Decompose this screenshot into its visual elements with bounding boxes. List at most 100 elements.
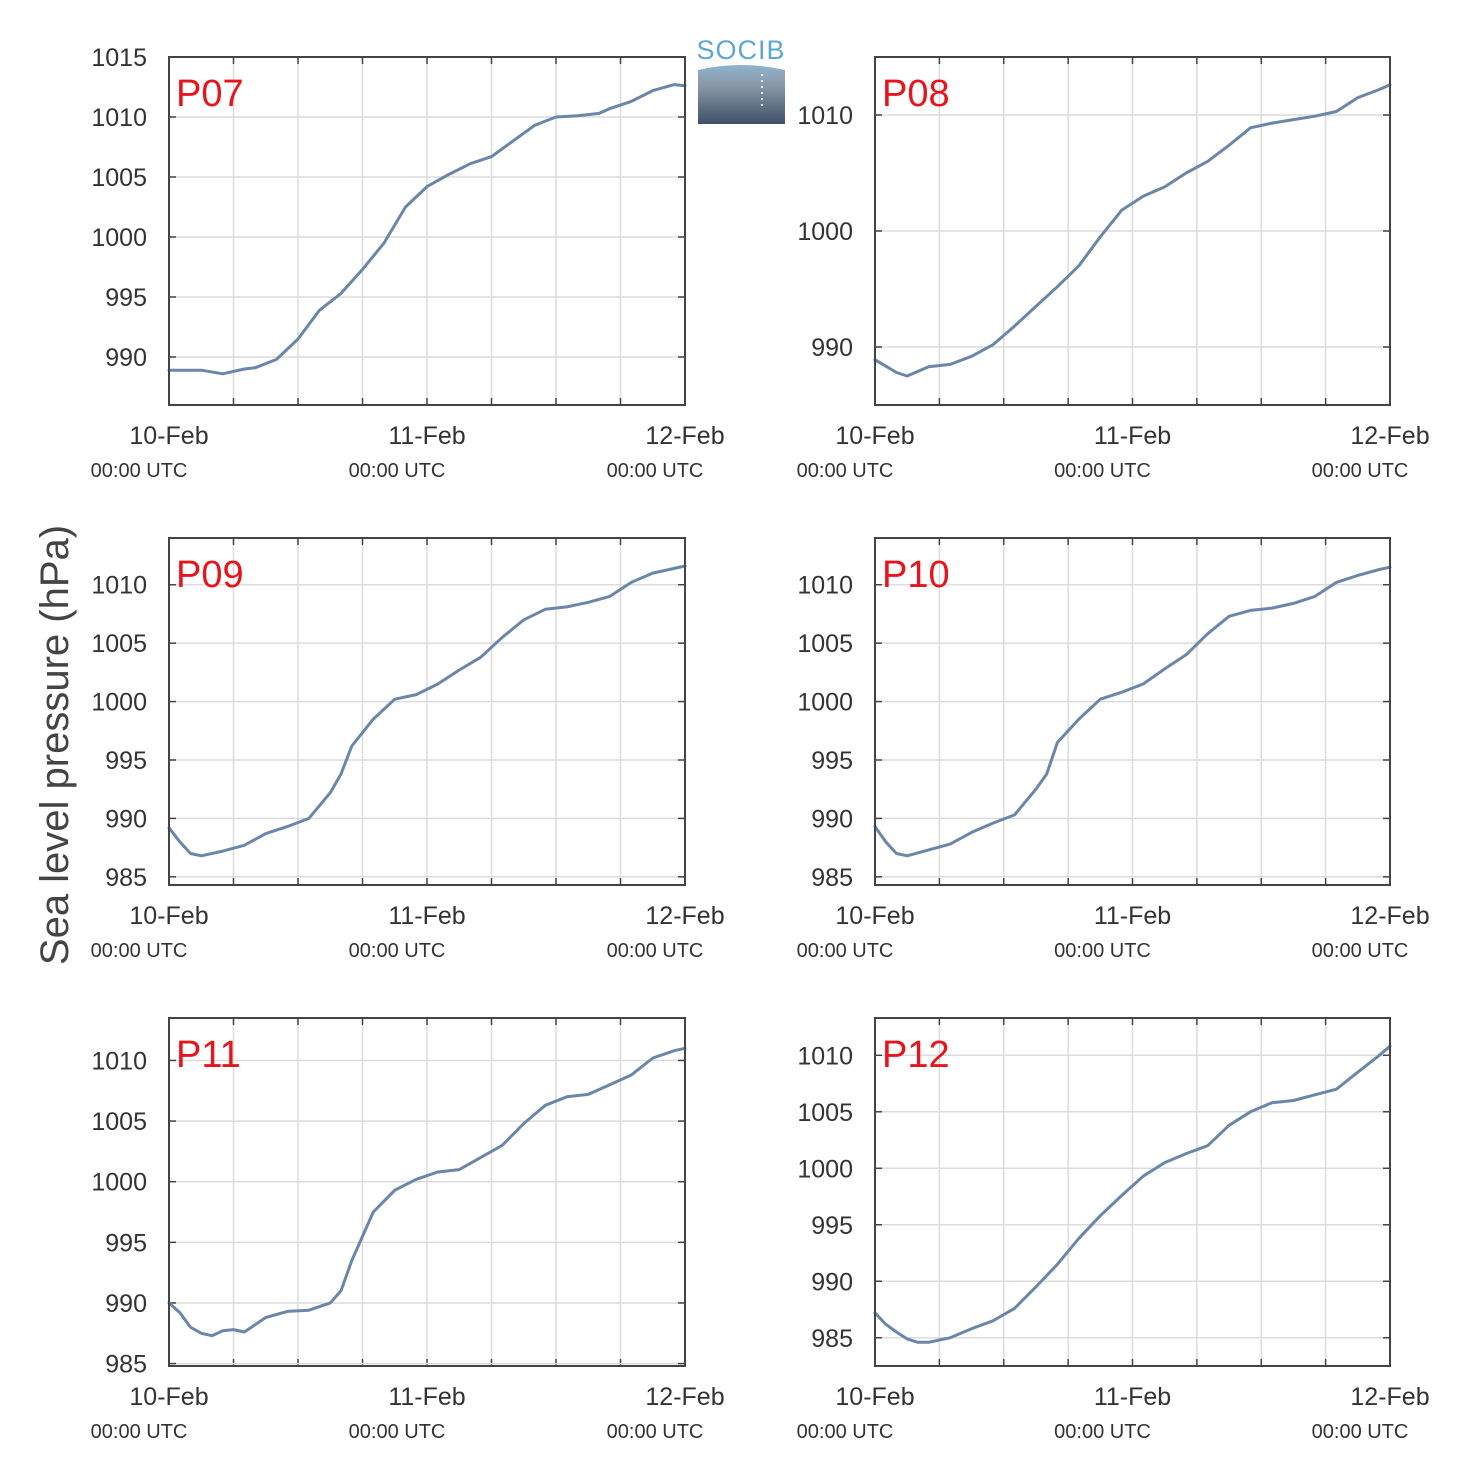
y-tick-label: 1010 — [797, 1042, 853, 1070]
y-tick-label: 995 — [105, 284, 147, 312]
x-tick-label-time: 00:00 UTC — [797, 460, 894, 482]
y-tick-label: 990 — [105, 344, 147, 372]
plot-frame — [874, 56, 1391, 406]
x-tick-label-time: 00:00 UTC — [349, 1421, 446, 1443]
y-tick-label: 1000 — [797, 218, 853, 246]
x-tick-label-date: 12-Feb — [645, 1383, 724, 1411]
y-tick-label: 1000 — [91, 1169, 147, 1197]
panel-label: P11 — [176, 1034, 241, 1076]
x-tick-label-time: 00:00 UTC — [91, 940, 188, 962]
y-tick-label: 1000 — [91, 689, 147, 717]
x-tick-label-date: 11-Feb — [1094, 422, 1171, 450]
y-tick-label: 1015 — [91, 44, 147, 72]
x-tick-label-time: 00:00 UTC — [1312, 460, 1409, 482]
y-tick-label: 985 — [105, 864, 147, 892]
plot-frame — [874, 537, 1391, 886]
panel-p09: 985 990 995 1000 1005 1010 10-Feb 00:00 UTC 11-F… — [91, 537, 725, 962]
series-line — [167, 83, 687, 376]
x-tick-label-date: 11-Feb — [388, 902, 465, 930]
x-tick-label-time: 00:00 UTC — [91, 460, 188, 482]
x-tick-label-date: 11-Feb — [1094, 902, 1171, 930]
x-tick-label-date: 12-Feb — [1350, 902, 1429, 930]
x-tick-label-date: 10-Feb — [129, 902, 208, 930]
x-tick-label-date: 10-Feb — [835, 422, 914, 450]
x-tick-label-time: 00:00 UTC — [797, 1421, 894, 1443]
panel-label: P12 — [882, 1034, 950, 1076]
x-tick-label-date: 10-Feb — [835, 902, 914, 930]
panel-p08: 990 1000 1010 10-Feb 00:00 UTC 11-Feb 00:00 UT… — [797, 56, 1430, 482]
y-tick-label: 995 — [105, 1229, 147, 1257]
y-tick-label: 995 — [105, 747, 147, 775]
x-tick-label-time: 00:00 UTC — [1054, 940, 1151, 962]
y-tick-label: 1000 — [797, 1155, 853, 1183]
y-tick-label: 1010 — [91, 572, 147, 600]
y-tick-label: 985 — [811, 864, 853, 892]
series-line — [167, 564, 687, 858]
y-tick-label: 1010 — [797, 102, 853, 130]
panel-label: P10 — [882, 554, 950, 596]
x-tick-label-date: 11-Feb — [1094, 1383, 1171, 1411]
y-tick-label: 1005 — [91, 630, 147, 658]
x-tick-label-date: 11-Feb — [388, 1383, 465, 1411]
y-tick-label: 1005 — [91, 164, 147, 192]
y-tick-label: 1010 — [797, 572, 853, 600]
panel-p07: 990 995 1000 1005 1010 1015 10-Feb 00:00 UTC 11-… — [91, 44, 725, 482]
x-tick-label-date: 10-Feb — [129, 422, 208, 450]
y-tick-label: 1005 — [91, 1108, 147, 1136]
y-tick-label: 985 — [105, 1351, 147, 1379]
x-tick-label-time: 00:00 UTC — [91, 1421, 188, 1443]
panel-p10: 985 990 995 1000 1005 1010 10-Feb 00:00 UTC 11-F… — [797, 537, 1430, 962]
logo-text: SOCIB — [696, 35, 785, 65]
y-tick-label: 1000 — [91, 224, 147, 252]
y-tick-label: 990 — [811, 1268, 853, 1296]
panels: 990 995 1000 1005 1010 1015 10-Feb 00:00 UTC 11-… — [91, 44, 1430, 1443]
x-tick-label-time: 00:00 UTC — [797, 940, 894, 962]
series-line — [873, 565, 1392, 858]
y-tick-label: 1010 — [91, 104, 147, 132]
x-tick-label-time: 00:00 UTC — [349, 460, 446, 482]
x-tick-label-time: 00:00 UTC — [1054, 1421, 1151, 1443]
panel-label: P08 — [882, 73, 950, 115]
logo-wave-shape — [698, 65, 785, 124]
x-tick-label-time: 00:00 UTC — [1312, 940, 1409, 962]
y-tick-label: 995 — [811, 747, 853, 775]
panel-p12: 985 990 995 1000 1005 1010 10-Feb 00:00 UTC 11-F… — [797, 1017, 1430, 1443]
x-tick-label-date: 12-Feb — [645, 422, 724, 450]
x-tick-label-time: 00:00 UTC — [607, 460, 704, 482]
plot-frame — [168, 537, 686, 886]
y-axis-label: Sea level pressure (hPa) — [33, 525, 77, 965]
x-tick-label-date: 10-Feb — [129, 1383, 208, 1411]
series-line — [873, 83, 1392, 378]
x-tick-label-date: 11-Feb — [388, 422, 465, 450]
x-tick-label-date: 12-Feb — [1350, 1383, 1429, 1411]
x-tick-label-time: 00:00 UTC — [1312, 1421, 1409, 1443]
x-tick-label-time: 00:00 UTC — [1054, 460, 1151, 482]
panel-p11: 985 990 995 1000 1005 1010 10-Feb 00:00 UTC 11-F… — [91, 1017, 725, 1443]
plot-frame — [168, 56, 686, 406]
series-line — [873, 1044, 1392, 1344]
y-tick-label: 1005 — [797, 630, 853, 658]
plot-frame — [168, 1017, 686, 1367]
x-tick-label-date: 12-Feb — [645, 902, 724, 930]
y-tick-label: 995 — [811, 1212, 853, 1240]
x-tick-label-time: 00:00 UTC — [349, 940, 446, 962]
x-tick-label-time: 00:00 UTC — [607, 1421, 704, 1443]
y-tick-label: 985 — [811, 1325, 853, 1353]
panel-label: P07 — [176, 73, 244, 115]
y-tick-label: 1000 — [797, 689, 853, 717]
y-tick-label: 990 — [105, 1290, 147, 1318]
y-tick-label: 1005 — [797, 1099, 853, 1127]
y-tick-label: 990 — [105, 805, 147, 833]
x-tick-label-time: 00:00 UTC — [607, 940, 704, 962]
x-tick-label-date: 12-Feb — [1350, 422, 1429, 450]
x-tick-label-date: 10-Feb — [835, 1383, 914, 1411]
y-tick-label: 1010 — [91, 1047, 147, 1075]
y-tick-label: 990 — [811, 334, 853, 362]
panel-label: P09 — [176, 554, 244, 596]
y-tick-label: 990 — [811, 805, 853, 833]
series-line — [167, 1046, 687, 1338]
plot-frame — [874, 1017, 1391, 1367]
socib-logo: SOCIB — [696, 35, 785, 124]
